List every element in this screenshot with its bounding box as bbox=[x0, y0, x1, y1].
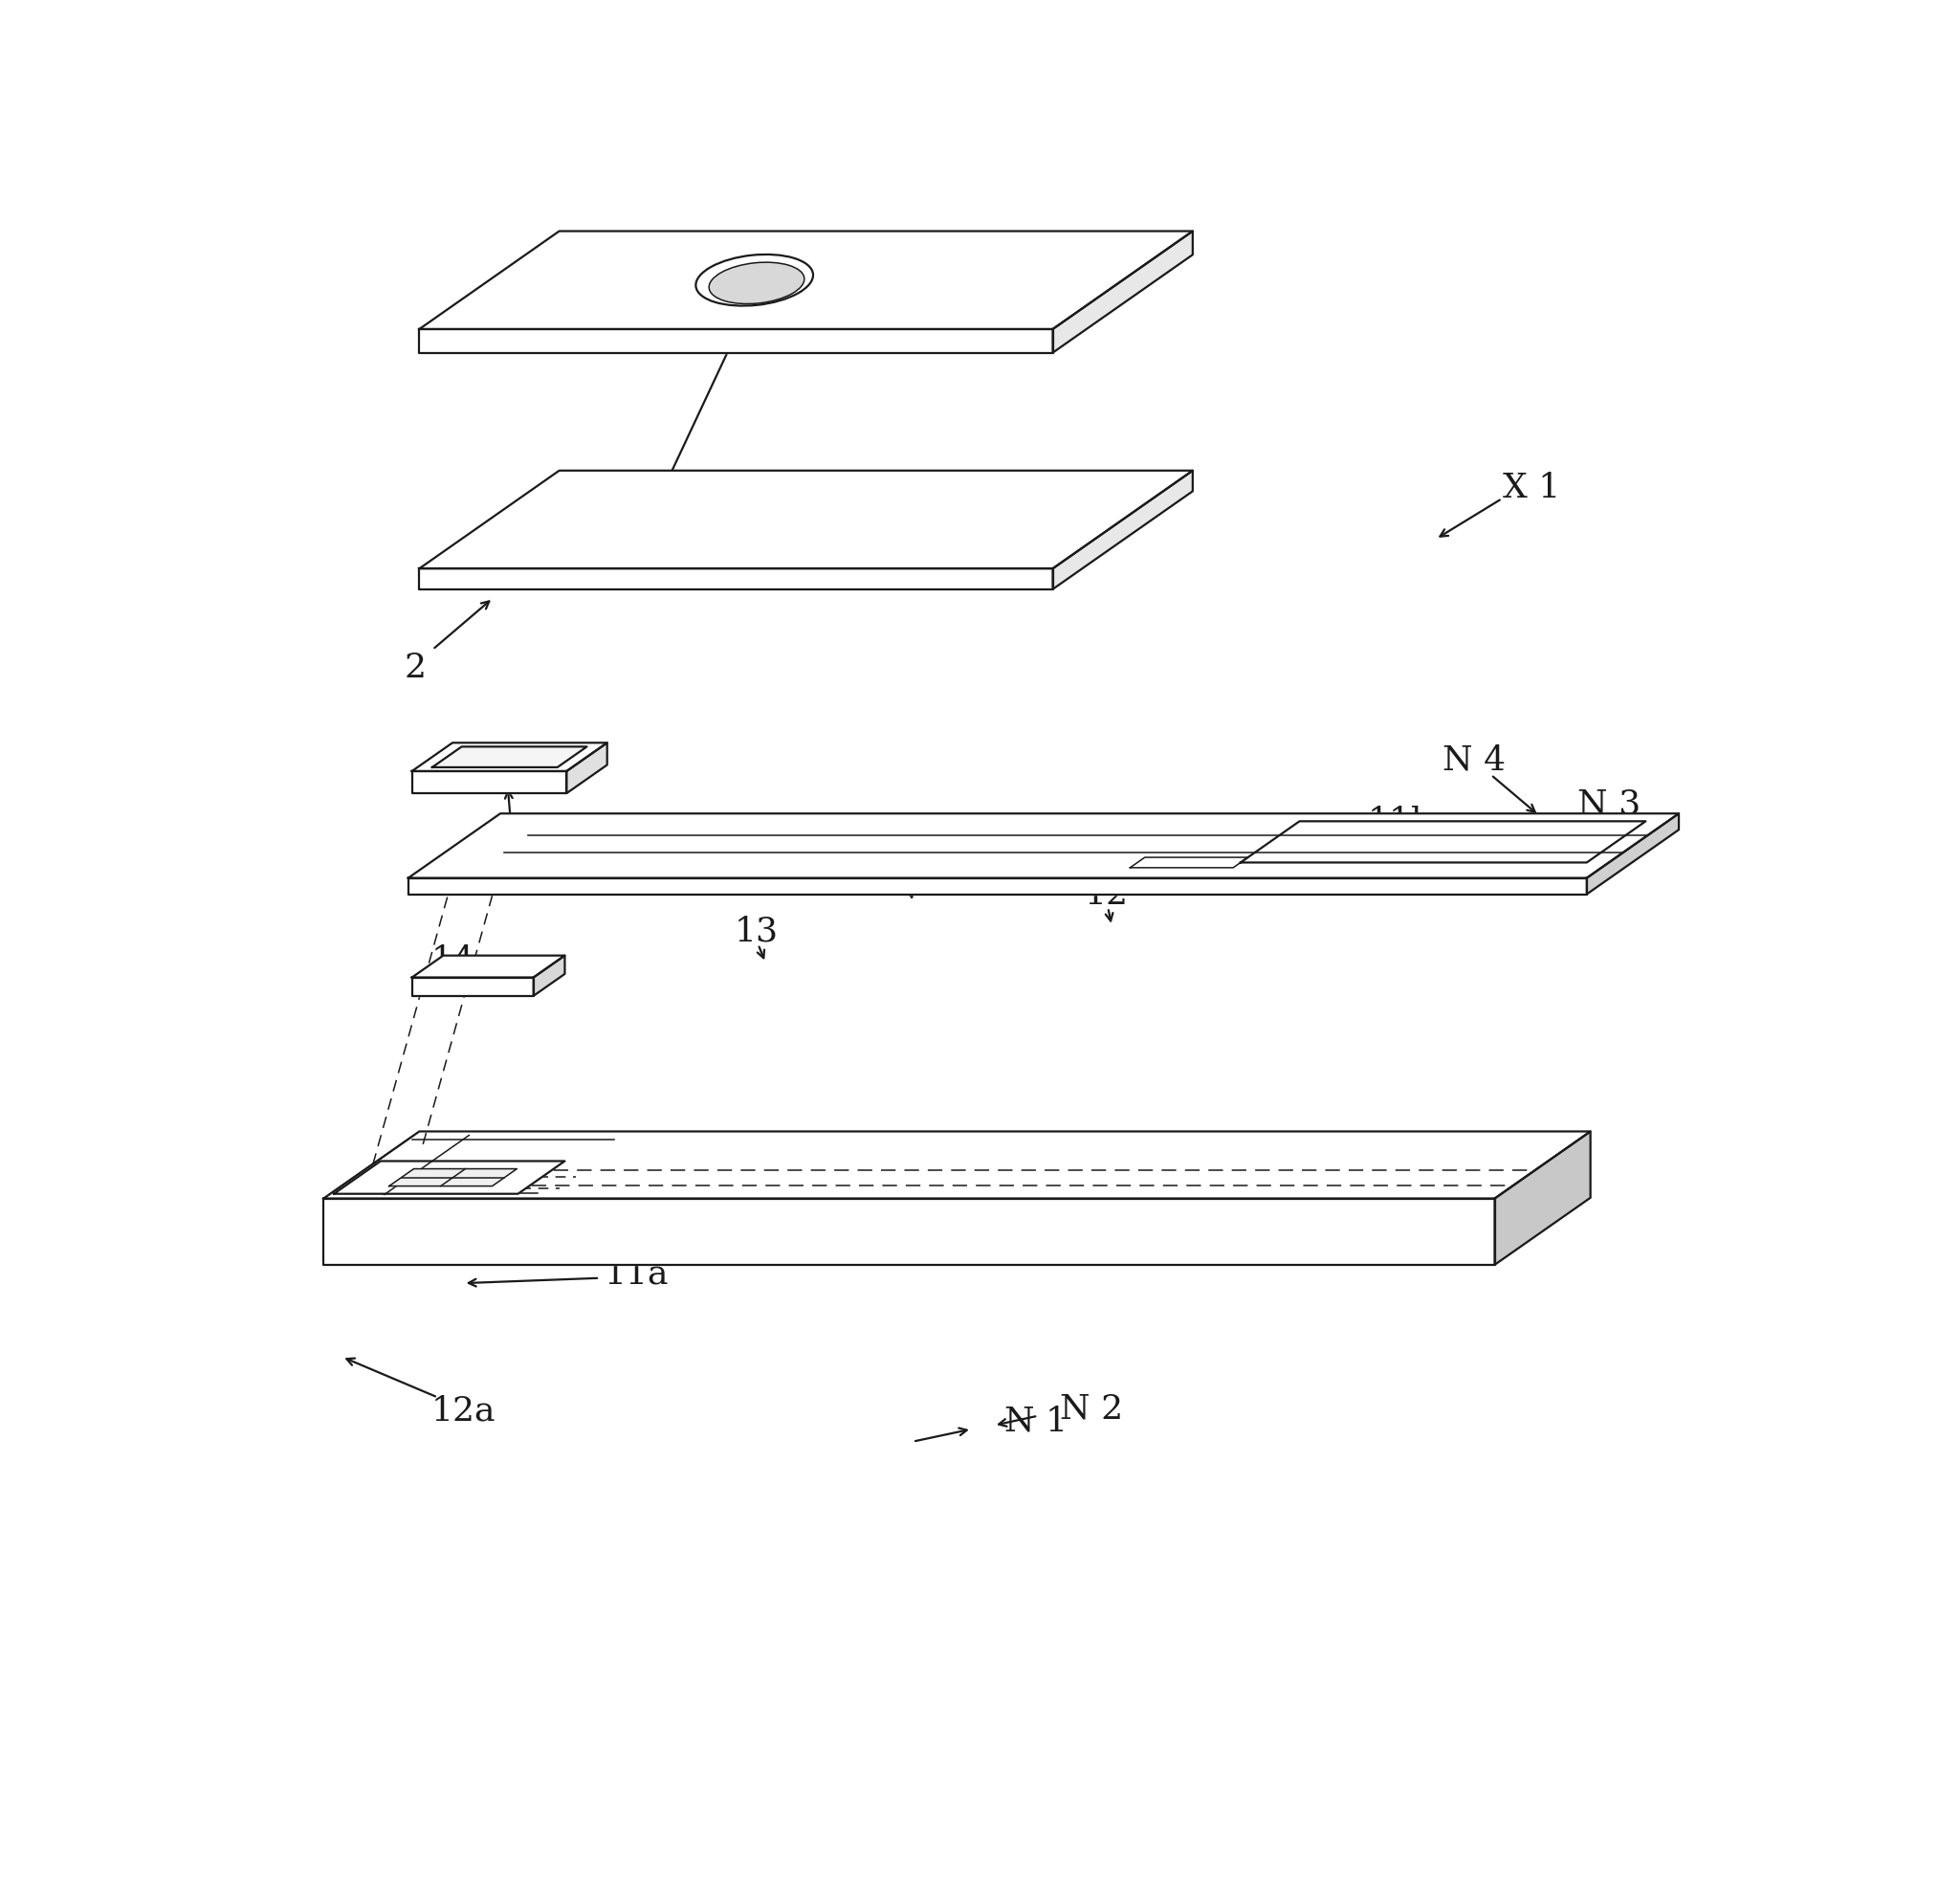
Text: 3: 3 bbox=[982, 266, 1005, 298]
Polygon shape bbox=[419, 471, 1194, 569]
Polygon shape bbox=[1588, 813, 1680, 894]
Text: N 2: N 2 bbox=[1060, 1392, 1123, 1425]
Text: 13a: 13a bbox=[496, 1201, 561, 1233]
Text: 11: 11 bbox=[886, 855, 929, 887]
Polygon shape bbox=[433, 748, 586, 766]
Text: N 4: N 4 bbox=[1443, 744, 1505, 776]
Polygon shape bbox=[412, 772, 566, 793]
Polygon shape bbox=[412, 742, 608, 772]
Ellipse shape bbox=[696, 254, 813, 305]
Text: 14': 14' bbox=[427, 1218, 482, 1250]
Polygon shape bbox=[412, 955, 564, 977]
Polygon shape bbox=[323, 1132, 1590, 1198]
Polygon shape bbox=[1495, 1132, 1590, 1265]
Text: 30: 30 bbox=[647, 488, 690, 522]
Text: 11b: 11b bbox=[1368, 806, 1433, 838]
Polygon shape bbox=[390, 1169, 517, 1186]
Polygon shape bbox=[419, 569, 1053, 589]
Text: X 1: X 1 bbox=[1503, 471, 1560, 505]
Polygon shape bbox=[333, 1162, 564, 1194]
Text: 13: 13 bbox=[735, 915, 778, 947]
Ellipse shape bbox=[710, 262, 804, 303]
Polygon shape bbox=[533, 955, 564, 996]
Polygon shape bbox=[408, 877, 1588, 894]
Polygon shape bbox=[408, 813, 1680, 877]
Polygon shape bbox=[323, 1198, 1495, 1265]
Text: 14: 14 bbox=[431, 943, 474, 977]
Text: 12b: 12b bbox=[1521, 830, 1588, 862]
Polygon shape bbox=[419, 330, 1053, 352]
Polygon shape bbox=[1241, 821, 1646, 862]
Polygon shape bbox=[1053, 471, 1194, 589]
Text: N 1: N 1 bbox=[1005, 1405, 1068, 1437]
Polygon shape bbox=[419, 232, 1194, 330]
Text: 11a: 11a bbox=[604, 1258, 668, 1290]
Polygon shape bbox=[1053, 232, 1194, 352]
Polygon shape bbox=[412, 977, 533, 996]
Text: 12: 12 bbox=[1084, 879, 1129, 911]
Text: N 3: N 3 bbox=[1578, 789, 1641, 821]
Polygon shape bbox=[566, 742, 608, 793]
Polygon shape bbox=[1131, 857, 1249, 868]
Text: 12a: 12a bbox=[431, 1395, 496, 1427]
Text: 2: 2 bbox=[404, 652, 427, 684]
Text: 20: 20 bbox=[490, 832, 533, 864]
